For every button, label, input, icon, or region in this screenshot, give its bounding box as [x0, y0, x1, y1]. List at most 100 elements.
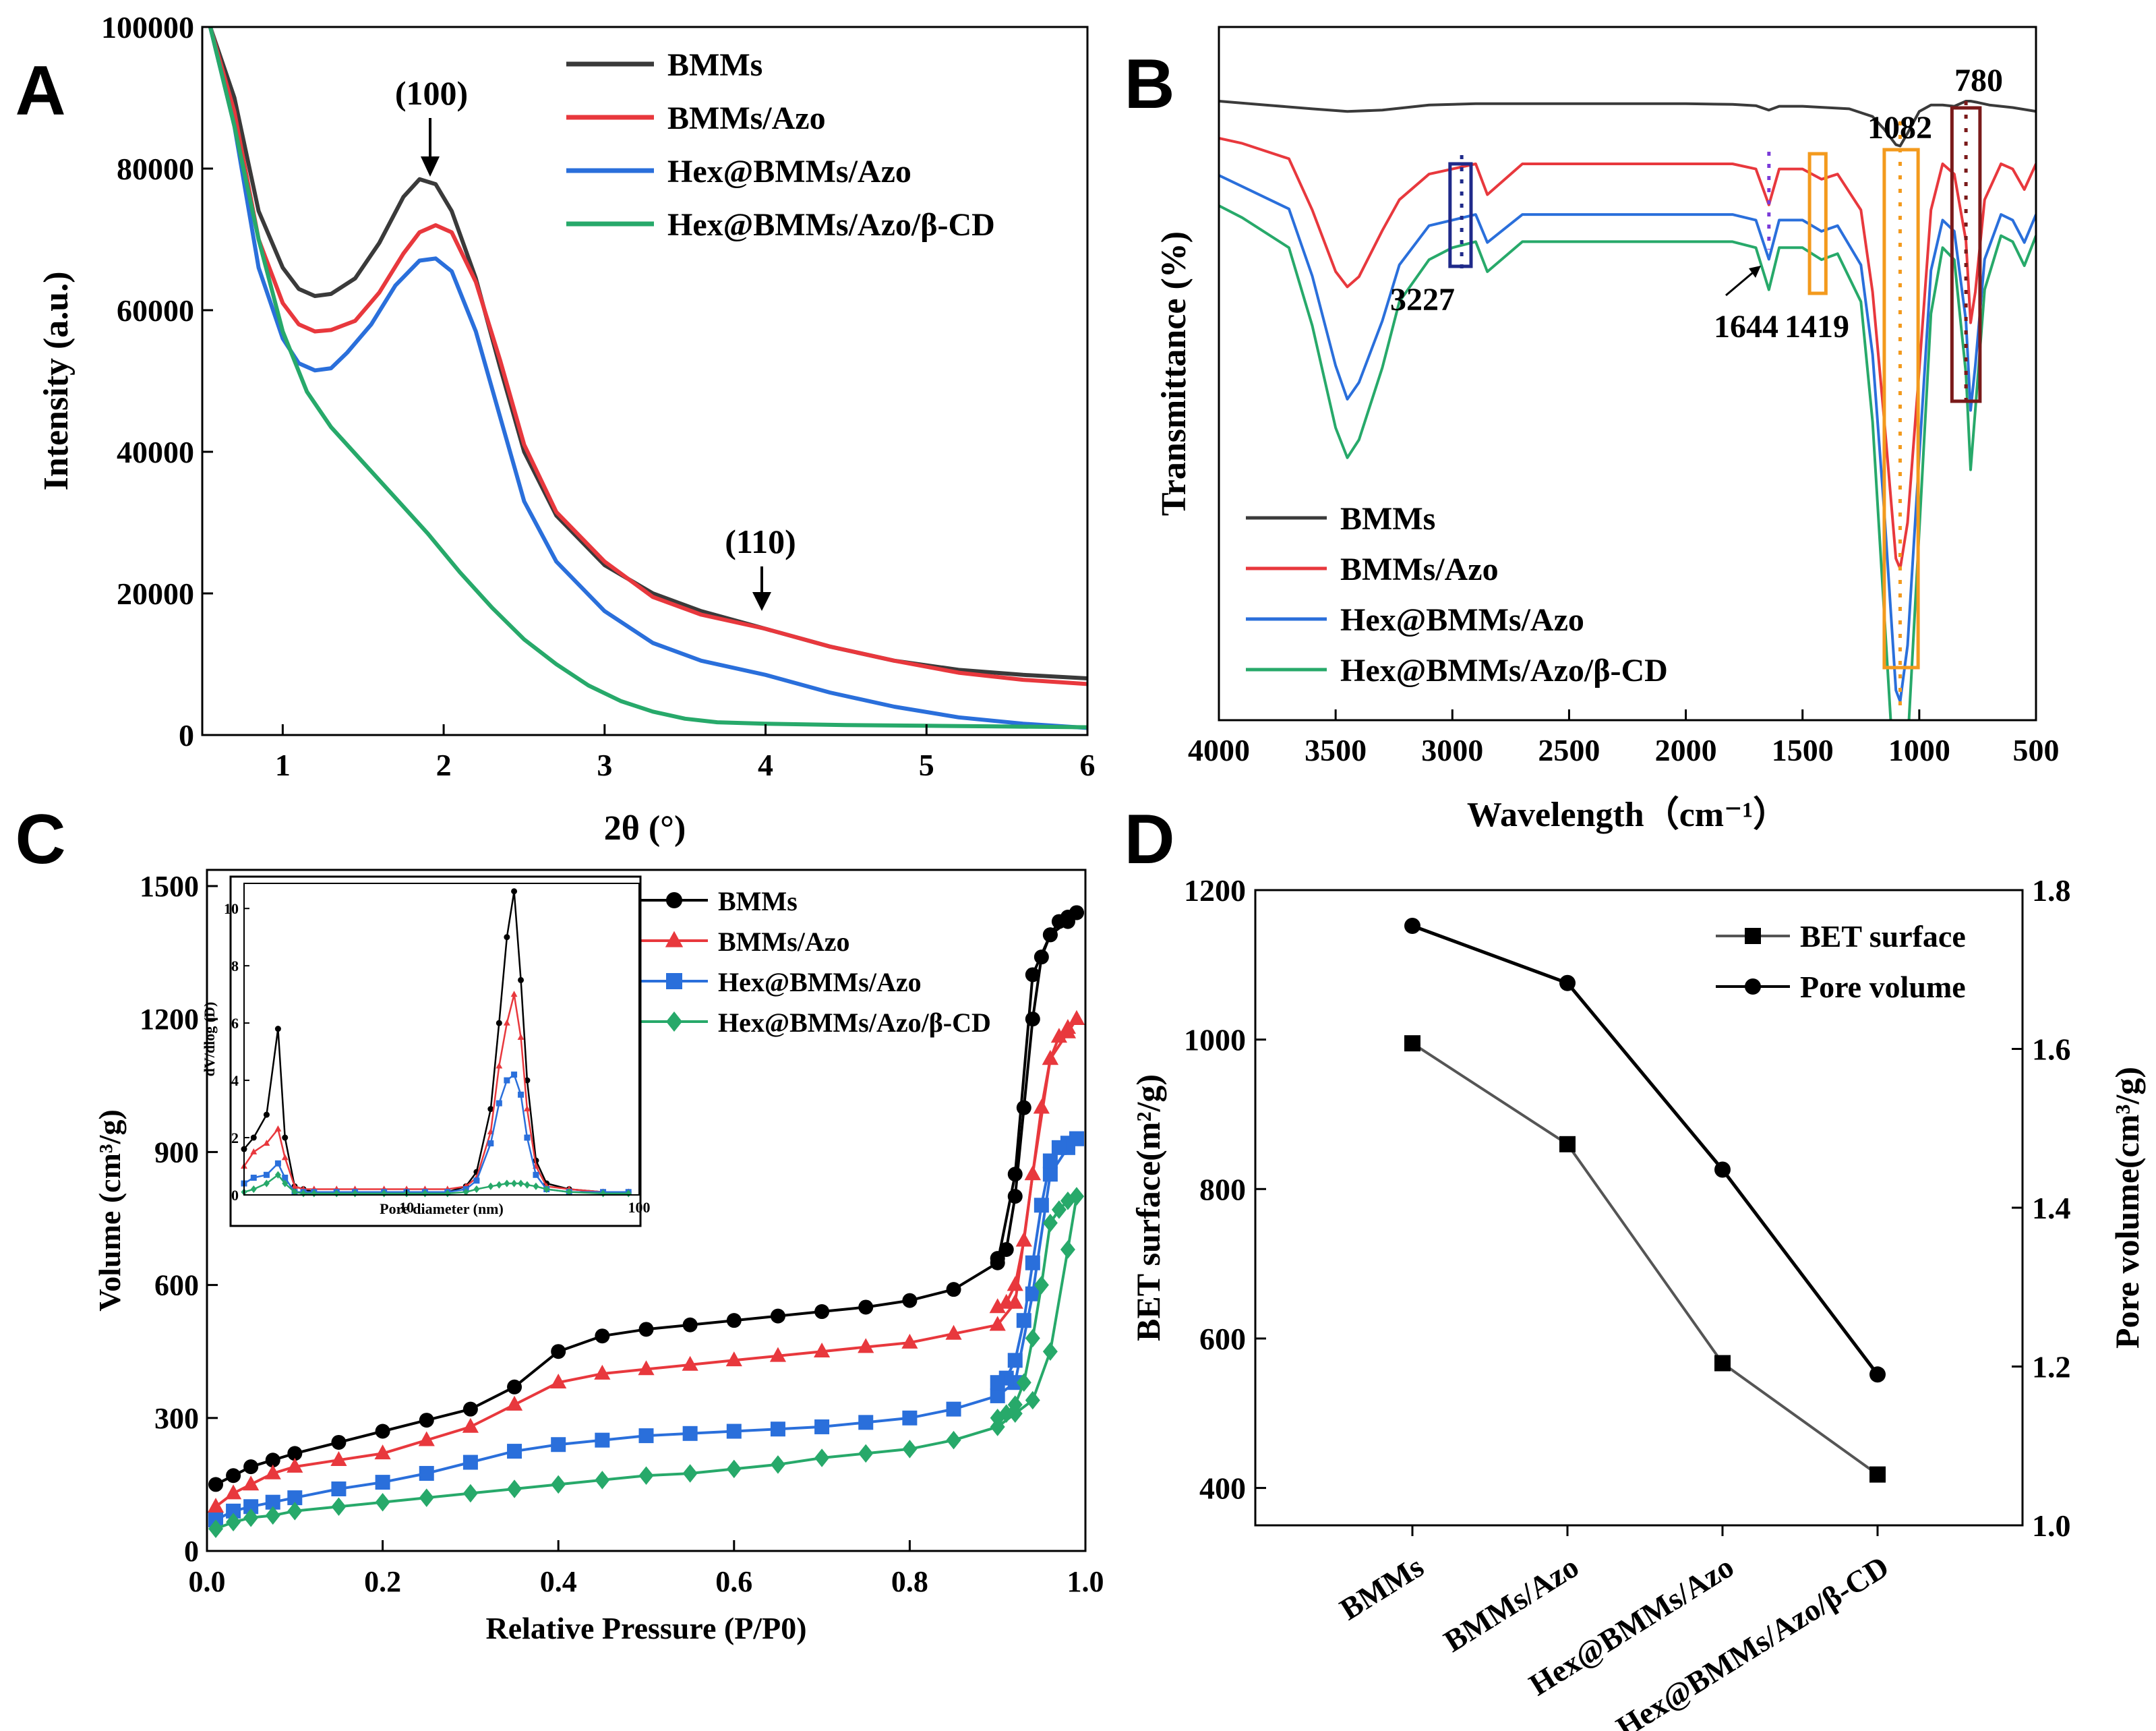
legend-label: Hex@BMMs/Azo: [1340, 602, 1584, 638]
data-point: [226, 1468, 241, 1484]
inset-y-tick-label: 0: [231, 1187, 239, 1204]
y-tick-label: 20000: [117, 577, 194, 611]
data-point: [287, 1502, 303, 1521]
data-point: [594, 1364, 611, 1380]
y2-axis-title: Pore volume(cm³/g): [2108, 1067, 2146, 1349]
data-point: [1042, 1342, 1058, 1361]
pore-volume-point: [1404, 917, 1420, 934]
bet-point: [1404, 1035, 1420, 1052]
data-point: [331, 1434, 347, 1450]
data-point: [462, 1417, 479, 1433]
data-point: [1034, 1198, 1049, 1213]
data-point: [989, 1316, 1006, 1331]
inset-point: [517, 1033, 525, 1040]
data-point: [462, 1484, 478, 1503]
arrow-head: [752, 592, 771, 611]
inset-chart: 0 2 4 6 8 10 10 100 Pore diameter (nm) dV/dlog (D…: [201, 883, 651, 1217]
y2-tick-label: 1.0: [2032, 1508, 2071, 1543]
inset-y-tick-label: 8: [231, 958, 239, 974]
panel-letter: A: [15, 52, 65, 130]
y-tick-label: 80000: [117, 152, 194, 186]
inset-point: [523, 1105, 531, 1112]
panel-d: 400 600 800 1000 1200 1.0 1.2 1.4 1.6 1.8 BMMs BMMs…: [1124, 800, 2146, 1731]
data-point: [551, 1475, 566, 1494]
data-point: [1007, 1167, 1023, 1182]
plot-frame: [206, 869, 1087, 1552]
inset-point: [282, 1175, 289, 1181]
data-point: [551, 1344, 566, 1359]
y-axis-title: BET surface(m²/g): [1129, 1074, 1167, 1341]
highlight-box-1419: [1807, 152, 1828, 295]
data-point: [1016, 1313, 1031, 1328]
plot-frame: [1218, 26, 2037, 722]
legend-marker: [666, 973, 682, 989]
data-point: [638, 1466, 654, 1486]
data-point: [682, 1317, 698, 1332]
x-tick-label: 0.6: [715, 1565, 752, 1598]
legend-label: Pore volume: [1800, 970, 1966, 1004]
data-point: [1016, 1373, 1031, 1392]
inset-border: [229, 875, 642, 1227]
legend-label: BET surface: [1800, 919, 1966, 953]
data-point: [1025, 1286, 1040, 1301]
data-point: [207, 1498, 224, 1513]
inset-point: [533, 1171, 539, 1178]
y-tick-label: 1000: [1184, 1023, 1246, 1057]
y-axis-title: Intensity (a.u.): [37, 271, 76, 490]
annotation-arrow: [1725, 268, 1757, 297]
data-point: [224, 1484, 242, 1500]
data-point: [1060, 1191, 1075, 1210]
legend-marker: [1745, 978, 1761, 995]
data-point: [375, 1424, 390, 1439]
y-tick-label: 1500: [140, 870, 199, 903]
data-point: [1051, 1140, 1067, 1155]
panel-letter: D: [1124, 800, 1174, 879]
data-point: [1024, 1165, 1041, 1181]
inset-x-tick-label: 100: [628, 1199, 651, 1216]
data-point: [945, 1324, 962, 1340]
data-point: [1025, 1255, 1040, 1270]
data-point: [265, 1494, 280, 1510]
data-point: [243, 1459, 259, 1475]
y-axis-title: Volume (cm³/g): [92, 1109, 127, 1312]
data-point: [769, 1347, 787, 1362]
x-tick-label: 1000: [1888, 733, 1950, 767]
data-point: [462, 1455, 478, 1470]
data-point: [287, 1457, 303, 1473]
series-group-4: [208, 1187, 1084, 1538]
data-point: [208, 1519, 224, 1538]
data-point: [726, 1313, 742, 1328]
inset-point: [504, 1077, 510, 1084]
x-tick-label: 1500: [1772, 733, 1834, 767]
data-point: [331, 1497, 347, 1517]
data-point: [1007, 1353, 1023, 1368]
x-tick-label: 500: [2013, 733, 2060, 767]
inset-x-tick-label: 10: [399, 1199, 414, 1216]
inset-point: [543, 1185, 550, 1194]
data-point: [550, 1374, 567, 1389]
legend-label: BMMs/Azo: [718, 927, 850, 957]
series-line-2: [1219, 137, 2036, 570]
inset-point: [496, 1181, 502, 1189]
data-point: [725, 1351, 742, 1367]
series-group: [208, 27, 1087, 730]
inset-y-tick-label: 10: [224, 900, 239, 917]
data-point: [265, 1506, 280, 1525]
data-point: [1007, 1189, 1023, 1204]
peak-annotation: (100): [395, 74, 468, 112]
inset-point: [518, 1091, 525, 1098]
y2-tick-label: 1.8: [2032, 873, 2071, 908]
data-point: [243, 1508, 259, 1527]
x-tick-label: 2: [436, 748, 452, 782]
legend-marker: [666, 1011, 682, 1032]
data-point: [1042, 927, 1058, 943]
y2-tick-label: 1.6: [2032, 1032, 2071, 1067]
pore-volume-point: [1714, 1161, 1731, 1178]
legend-marker: [665, 931, 684, 947]
data-point: [814, 1419, 830, 1434]
data-point: [595, 1328, 610, 1344]
x-tick-label: 4000: [1188, 733, 1250, 767]
inset-point: [250, 1185, 257, 1194]
x-tick-label: 5: [919, 748, 934, 782]
inset-point: [496, 1100, 502, 1107]
